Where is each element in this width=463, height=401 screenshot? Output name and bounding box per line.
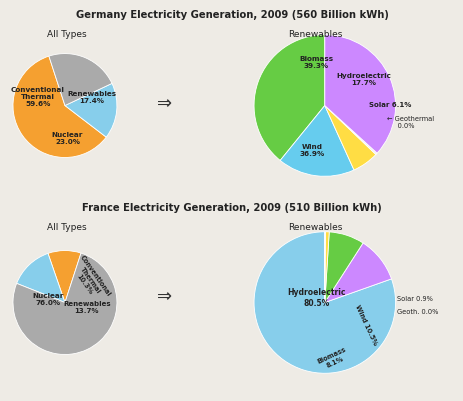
Wedge shape: [49, 55, 112, 106]
Wedge shape: [324, 106, 376, 155]
Text: ⇒: ⇒: [157, 95, 172, 113]
Text: Renewables
17.4%: Renewables 17.4%: [67, 91, 116, 103]
Wedge shape: [324, 106, 375, 170]
Wedge shape: [324, 243, 391, 303]
Text: Wind
36.9%: Wind 36.9%: [299, 144, 324, 156]
Wedge shape: [48, 251, 81, 303]
Text: ← Geothermal
     0.0%: ← Geothermal 0.0%: [386, 115, 433, 128]
Text: All Types: All Types: [47, 223, 87, 231]
Text: Solar 0.9%: Solar 0.9%: [396, 296, 432, 302]
Text: All Types: All Types: [47, 30, 87, 39]
Wedge shape: [65, 84, 117, 138]
Text: ⇒: ⇒: [157, 288, 172, 306]
Text: Renewables: Renewables: [288, 30, 342, 39]
Text: Hydroelectric
80.5%: Hydroelectric 80.5%: [287, 288, 345, 307]
Text: Nuclear
76.0%: Nuclear 76.0%: [32, 292, 64, 305]
Text: Conventional
Thermal
10.3%: Conventional Thermal 10.3%: [68, 254, 112, 305]
Wedge shape: [13, 57, 106, 158]
Text: Geoth. 0.0%: Geoth. 0.0%: [396, 308, 438, 314]
Text: Germany Electricity Generation, 2009 (560 Billion kWh): Germany Electricity Generation, 2009 (56…: [75, 10, 388, 20]
Wedge shape: [13, 253, 117, 354]
Wedge shape: [254, 232, 394, 373]
Text: Solar 6.1%: Solar 6.1%: [368, 102, 410, 108]
Wedge shape: [324, 232, 329, 303]
Wedge shape: [17, 254, 65, 303]
Wedge shape: [324, 232, 362, 303]
Text: Conventional
Thermal
59.6%: Conventional Thermal 59.6%: [11, 87, 65, 107]
Text: Biomass
8.1%: Biomass 8.1%: [316, 345, 350, 370]
Text: Renewables
13.7%: Renewables 13.7%: [63, 300, 110, 314]
Text: Hydroelectric
17.7%: Hydroelectric 17.7%: [336, 73, 390, 86]
Wedge shape: [280, 106, 353, 177]
Text: France Electricity Generation, 2009 (510 Billion kWh): France Electricity Generation, 2009 (510…: [82, 203, 381, 213]
Text: Biomass
39.3%: Biomass 39.3%: [299, 56, 332, 69]
Text: Wind 10.5%: Wind 10.5%: [353, 303, 377, 345]
Text: Nuclear
23.0%: Nuclear 23.0%: [52, 132, 83, 145]
Text: Renewables: Renewables: [288, 223, 342, 231]
Wedge shape: [324, 36, 394, 154]
Wedge shape: [254, 36, 324, 161]
